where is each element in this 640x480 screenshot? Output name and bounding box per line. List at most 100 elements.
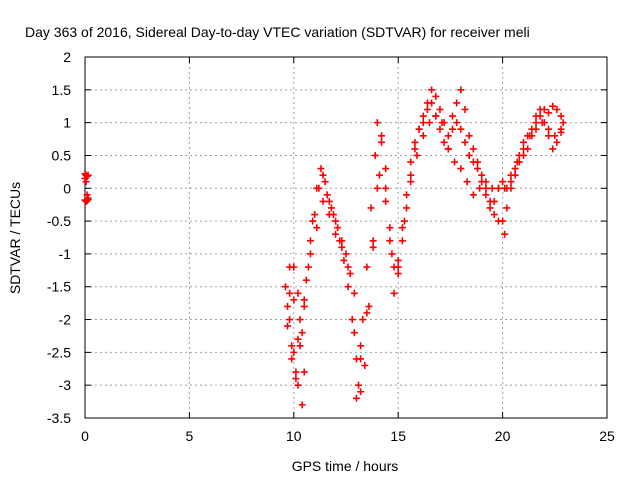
data-point bbox=[377, 138, 385, 146]
data-point bbox=[438, 119, 446, 127]
data-point bbox=[346, 270, 354, 278]
data-point bbox=[457, 125, 465, 133]
data-point bbox=[407, 158, 415, 166]
x-tick-label: 0 bbox=[81, 428, 89, 444]
data-point bbox=[363, 263, 371, 271]
data-point bbox=[503, 204, 511, 212]
data-point bbox=[532, 112, 540, 120]
data-point bbox=[298, 329, 306, 337]
data-point bbox=[83, 191, 91, 199]
data-point bbox=[545, 109, 553, 117]
grid-lines bbox=[85, 57, 607, 418]
data-point bbox=[336, 237, 344, 245]
data-point bbox=[419, 132, 427, 140]
data-point bbox=[373, 119, 381, 127]
data-point bbox=[84, 194, 92, 202]
data-point bbox=[559, 119, 567, 127]
x-tick-label: 10 bbox=[286, 428, 302, 444]
data-point bbox=[426, 119, 434, 127]
data-point bbox=[382, 165, 390, 173]
data-point bbox=[369, 237, 377, 245]
data-point bbox=[501, 230, 509, 238]
data-point bbox=[551, 132, 559, 140]
data-point bbox=[357, 388, 365, 396]
data-point bbox=[549, 145, 557, 153]
data-point bbox=[338, 243, 346, 251]
data-point bbox=[319, 197, 327, 205]
data-point bbox=[499, 217, 507, 225]
data-point bbox=[307, 250, 315, 258]
data-point bbox=[428, 86, 436, 94]
data-point bbox=[423, 106, 431, 114]
data-point bbox=[386, 237, 394, 245]
chart-title: Day 363 of 2016, Sidereal Day-to-day VTE… bbox=[25, 24, 530, 40]
data-point bbox=[296, 342, 304, 350]
data-point bbox=[436, 125, 444, 133]
data-point bbox=[448, 112, 456, 120]
data-point bbox=[350, 329, 358, 337]
data-point bbox=[482, 178, 490, 186]
data-point bbox=[494, 184, 502, 192]
y-tick-label: -1 bbox=[59, 246, 72, 262]
y-axis-label: SDTVAR / TECUs bbox=[7, 182, 23, 294]
data-point bbox=[300, 368, 308, 376]
y-tick-label: 1.5 bbox=[52, 82, 72, 98]
data-point bbox=[476, 184, 484, 192]
data-point bbox=[519, 145, 527, 153]
x-tick-label: 5 bbox=[186, 428, 194, 444]
data-point bbox=[432, 112, 440, 120]
data-point bbox=[300, 296, 308, 304]
data-point bbox=[290, 296, 298, 304]
data-point bbox=[507, 171, 515, 179]
data-point bbox=[465, 132, 473, 140]
x-tick-label: 20 bbox=[495, 428, 511, 444]
data-point bbox=[400, 217, 408, 225]
data-point bbox=[411, 145, 419, 153]
data-point bbox=[363, 309, 371, 317]
data-point bbox=[288, 355, 296, 363]
data-point bbox=[334, 224, 342, 232]
data-point bbox=[507, 178, 515, 186]
data-point bbox=[294, 289, 302, 297]
x-axis-ticks: 0 5 10 15 20 25 bbox=[81, 57, 615, 444]
data-point bbox=[82, 178, 90, 186]
data-point bbox=[377, 132, 385, 140]
data-point bbox=[490, 197, 498, 205]
data-point bbox=[390, 289, 398, 297]
data-point bbox=[304, 263, 312, 271]
data-point bbox=[478, 171, 486, 179]
data-point bbox=[499, 178, 507, 186]
data-point bbox=[286, 316, 294, 324]
data-point bbox=[373, 184, 381, 192]
y-tick-label: -2.5 bbox=[47, 344, 71, 360]
x-tick-label: 25 bbox=[599, 428, 615, 444]
data-point bbox=[436, 106, 444, 114]
data-point bbox=[311, 211, 319, 219]
data-point bbox=[344, 263, 352, 271]
y-tick-label: -1.5 bbox=[47, 279, 71, 295]
data-point bbox=[457, 86, 465, 94]
data-point bbox=[300, 302, 308, 310]
data-point bbox=[350, 289, 358, 297]
data-point bbox=[453, 119, 461, 127]
y-tick-label: -2 bbox=[59, 312, 72, 328]
data-point bbox=[319, 171, 327, 179]
data-point bbox=[451, 158, 459, 166]
data-point bbox=[465, 151, 473, 159]
data-point bbox=[403, 191, 411, 199]
x-axis-label: GPS time / hours bbox=[292, 458, 399, 474]
data-point bbox=[511, 165, 519, 173]
x-tick-label: 15 bbox=[390, 428, 406, 444]
data-point bbox=[298, 401, 306, 409]
data-point bbox=[375, 171, 383, 179]
data-point bbox=[359, 316, 367, 324]
data-point bbox=[313, 224, 321, 232]
data-point bbox=[315, 184, 323, 192]
data-point bbox=[398, 237, 406, 245]
data-point bbox=[284, 302, 292, 310]
data-point bbox=[332, 230, 340, 238]
data-point bbox=[428, 99, 436, 107]
data-point bbox=[294, 381, 302, 389]
data-point bbox=[519, 138, 527, 146]
